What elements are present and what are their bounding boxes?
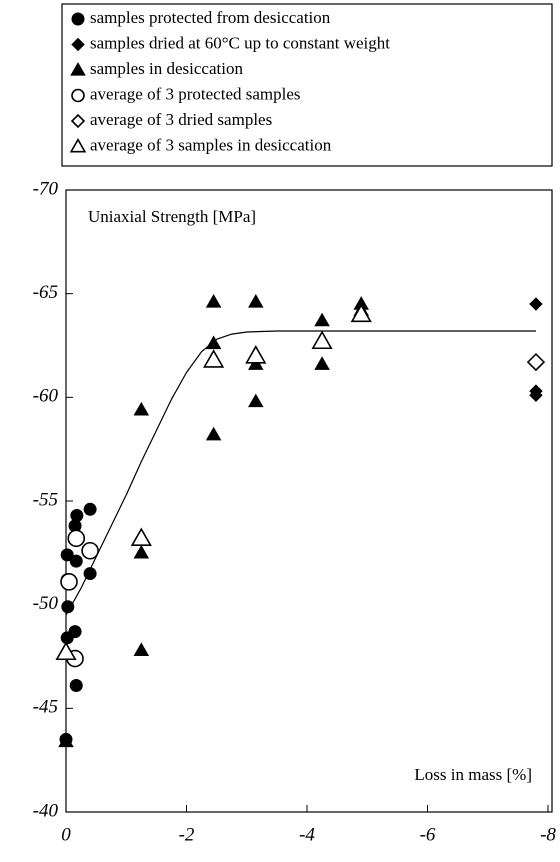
point — [248, 294, 264, 308]
x-tick-label: -8 — [540, 824, 556, 845]
point — [526, 352, 546, 372]
point — [205, 426, 222, 441]
point — [61, 600, 75, 614]
point — [81, 541, 99, 560]
legend-label: samples in desiccation — [90, 59, 243, 78]
point — [203, 349, 225, 368]
point — [248, 393, 264, 408]
point — [133, 642, 150, 656]
point — [83, 567, 97, 581]
point — [314, 312, 330, 327]
point — [311, 330, 333, 350]
plot-frame — [65, 189, 553, 813]
y-tick-label: -55 — [33, 489, 58, 510]
point — [70, 509, 84, 523]
fit-line — [65, 330, 536, 616]
y-tick-label: -40 — [33, 800, 59, 821]
point — [58, 733, 74, 748]
point — [60, 631, 74, 645]
point — [529, 297, 543, 311]
y-tick-label: -70 — [33, 178, 59, 199]
y-axis-annotation: Uniaxial Strength [MPa] — [88, 207, 256, 226]
legend-label: samples dried at 60°C up to constant wei… — [90, 33, 390, 52]
legend-label: average of 3 dried samples — [90, 110, 272, 129]
y-tick-label: -65 — [33, 282, 58, 303]
legend-symbol — [70, 113, 86, 129]
x-tick-label: -2 — [179, 824, 195, 845]
point — [529, 388, 543, 402]
point — [205, 294, 222, 308]
point — [69, 679, 83, 693]
x-tick-label: -6 — [420, 824, 436, 845]
x-axis-annotation: Loss in mass [%] — [414, 765, 532, 784]
point — [130, 527, 152, 547]
legend-box — [61, 3, 553, 167]
legend-symbol — [71, 12, 85, 26]
legend-symbol — [71, 88, 85, 103]
point — [133, 544, 150, 559]
legend-label: samples protected from desiccation — [90, 8, 331, 27]
point — [69, 554, 83, 568]
legend-symbol — [70, 62, 86, 76]
x-tick-label: -4 — [299, 824, 315, 845]
point — [55, 641, 77, 661]
point — [314, 356, 330, 370]
legend-symbol — [69, 137, 87, 153]
y-tick-label: -45 — [33, 697, 58, 718]
point — [60, 548, 74, 562]
legend-label: average of 3 protected samples — [90, 84, 301, 103]
point — [133, 401, 150, 416]
legend-symbol — [71, 37, 85, 52]
legend-label: average of 3 samples in desiccation — [90, 135, 332, 154]
y-tick-label: -50 — [33, 593, 59, 614]
point — [67, 529, 86, 548]
point — [60, 573, 78, 591]
point — [350, 303, 372, 323]
x-tick-label: 0 — [61, 824, 71, 845]
point — [205, 335, 222, 350]
point — [245, 345, 267, 364]
point — [83, 502, 97, 516]
y-tick-label: -60 — [33, 386, 59, 407]
